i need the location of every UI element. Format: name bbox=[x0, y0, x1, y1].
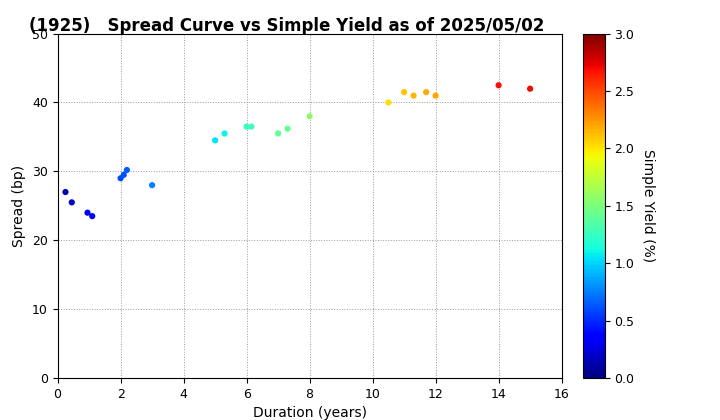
Point bbox=[146, 182, 158, 189]
Point bbox=[66, 199, 78, 206]
Point bbox=[82, 209, 94, 216]
Point bbox=[219, 130, 230, 137]
Point bbox=[408, 92, 419, 99]
Text: (1925)   Spread Curve vs Simple Yield as of 2025/05/02: (1925) Spread Curve vs Simple Yield as o… bbox=[29, 17, 544, 35]
X-axis label: Duration (years): Duration (years) bbox=[253, 406, 366, 420]
Point bbox=[492, 82, 504, 89]
Y-axis label: Spread (bp): Spread (bp) bbox=[12, 165, 27, 247]
Point bbox=[118, 171, 130, 178]
Point bbox=[240, 123, 252, 130]
Point bbox=[115, 175, 127, 181]
Y-axis label: Simple Yield (%): Simple Yield (%) bbox=[642, 149, 655, 262]
Point bbox=[398, 89, 410, 95]
Point bbox=[282, 125, 293, 132]
Point bbox=[524, 85, 536, 92]
Point bbox=[430, 92, 441, 99]
Point bbox=[246, 123, 257, 130]
Point bbox=[210, 137, 221, 144]
Point bbox=[420, 89, 432, 95]
Point bbox=[304, 113, 315, 120]
Point bbox=[121, 167, 132, 173]
Point bbox=[60, 189, 71, 195]
Point bbox=[272, 130, 284, 137]
Point bbox=[86, 213, 98, 220]
Point bbox=[382, 99, 394, 106]
